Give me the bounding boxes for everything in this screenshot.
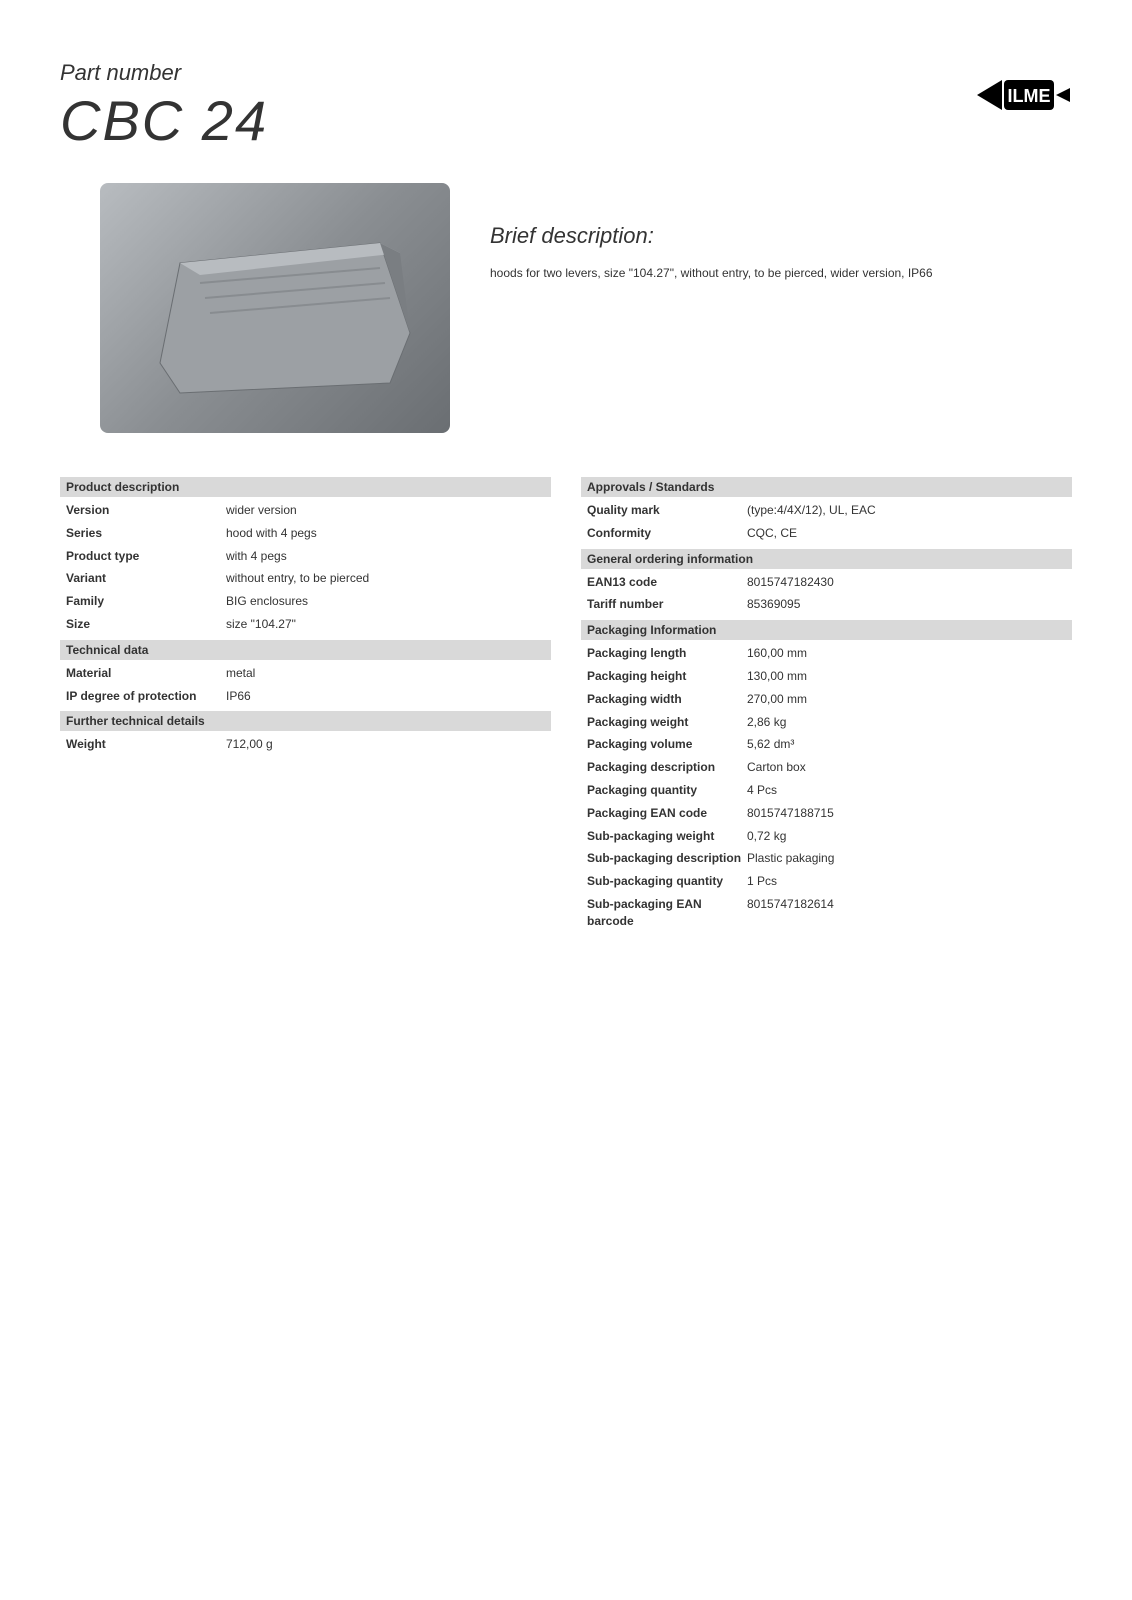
data-label: Quality mark: [587, 502, 747, 519]
enclosure-image-icon: [100, 183, 450, 433]
data-row: Variantwithout entry, to be pierced: [60, 567, 551, 590]
data-label: Packaging height: [587, 668, 747, 685]
company-logo: ILME: [972, 70, 1072, 125]
part-number-label: Part number: [60, 60, 268, 86]
data-row: Sub-packaging descriptionPlastic pakagin…: [581, 847, 1072, 870]
data-value: metal: [226, 665, 545, 682]
data-row: FamilyBIG enclosures: [60, 590, 551, 613]
data-value: without entry, to be pierced: [226, 570, 545, 587]
data-value: IP66: [226, 688, 545, 705]
section-header: General ordering information: [581, 549, 1072, 569]
data-row: Quality mark(type:4/4X/12), UL, EAC: [581, 499, 1072, 522]
data-row: IP degree of protectionIP66: [60, 685, 551, 708]
data-label: Conformity: [587, 525, 747, 542]
data-value: 5,62 dm³: [747, 736, 1066, 753]
data-value: size "104.27": [226, 616, 545, 633]
data-label: Packaging EAN code: [587, 805, 747, 822]
data-row: Materialmetal: [60, 662, 551, 685]
data-value: 8015747182430: [747, 574, 1066, 591]
data-value: wider version: [226, 502, 545, 519]
section-header: Approvals / Standards: [581, 477, 1072, 497]
data-value: 8015747188715: [747, 805, 1066, 822]
data-value: CQC, CE: [747, 525, 1066, 542]
page-header: Part number CBC 24 ILME: [60, 60, 1072, 153]
section-header: Technical data: [60, 640, 551, 660]
brief-text: hoods for two levers, size "104.27", wit…: [490, 264, 1072, 282]
data-label: IP degree of protection: [66, 688, 226, 705]
data-label: Packaging length: [587, 645, 747, 662]
data-value: 2,86 kg: [747, 714, 1066, 731]
data-row: Packaging weight2,86 kg: [581, 711, 1072, 734]
data-value: 270,00 mm: [747, 691, 1066, 708]
data-value: (type:4/4X/12), UL, EAC: [747, 502, 1066, 519]
content-row: Brief description: hoods for two levers,…: [60, 183, 1072, 433]
data-row: Sub-packaging weight0,72 kg: [581, 825, 1072, 848]
data-label: Packaging description: [587, 759, 747, 776]
data-value: 1 Pcs: [747, 873, 1066, 890]
svg-text:ILME: ILME: [1008, 86, 1051, 106]
data-label: Weight: [66, 736, 226, 753]
data-value: hood with 4 pegs: [226, 525, 545, 542]
data-value: 8015747182614: [747, 896, 1066, 930]
data-label: Size: [66, 616, 226, 633]
data-label: Variant: [66, 570, 226, 587]
data-label: Sub-packaging description: [587, 850, 747, 867]
data-row: Versionwider version: [60, 499, 551, 522]
section-header: Further technical details: [60, 711, 551, 731]
data-row: Product typewith 4 pegs: [60, 545, 551, 568]
data-label: Sub-packaging EAN barcode: [587, 896, 747, 930]
right-data-column: Approvals / StandardsQuality mark(type:4…: [581, 473, 1072, 933]
data-label: EAN13 code: [587, 574, 747, 591]
part-number-value: CBC 24: [60, 88, 268, 153]
data-row: Sub-packaging quantity1 Pcs: [581, 870, 1072, 893]
data-row: Packaging EAN code8015747188715: [581, 802, 1072, 825]
data-value: BIG enclosures: [226, 593, 545, 610]
data-value: Carton box: [747, 759, 1066, 776]
data-row: Sizesize "104.27": [60, 613, 551, 636]
data-value: Plastic pakaging: [747, 850, 1066, 867]
data-value: with 4 pegs: [226, 548, 545, 565]
product-image: [100, 183, 450, 433]
data-label: Packaging width: [587, 691, 747, 708]
data-label: Packaging volume: [587, 736, 747, 753]
data-value: 85369095: [747, 596, 1066, 613]
data-row: Weight712,00 g: [60, 733, 551, 756]
title-block: Part number CBC 24: [60, 60, 268, 153]
left-data-column: Product descriptionVersionwider versionS…: [60, 473, 551, 933]
section-header: Product description: [60, 477, 551, 497]
data-label: Product type: [66, 548, 226, 565]
data-value: 0,72 kg: [747, 828, 1066, 845]
data-label: Sub-packaging weight: [587, 828, 747, 845]
data-row: Sub-packaging EAN barcode8015747182614: [581, 893, 1072, 933]
data-label: Material: [66, 665, 226, 682]
data-row: ConformityCQC, CE: [581, 522, 1072, 545]
brief-block: Brief description: hoods for two levers,…: [490, 183, 1072, 433]
ilme-logo-icon: ILME: [972, 70, 1072, 120]
data-columns: Product descriptionVersionwider versionS…: [60, 473, 1072, 933]
data-row: Serieshood with 4 pegs: [60, 522, 551, 545]
data-value: 4 Pcs: [747, 782, 1066, 799]
data-value: 160,00 mm: [747, 645, 1066, 662]
data-row: Packaging quantity4 Pcs: [581, 779, 1072, 802]
data-row: Packaging length160,00 mm: [581, 642, 1072, 665]
data-label: Version: [66, 502, 226, 519]
data-row: Packaging width270,00 mm: [581, 688, 1072, 711]
data-label: Sub-packaging quantity: [587, 873, 747, 890]
data-row: Packaging descriptionCarton box: [581, 756, 1072, 779]
brief-title: Brief description:: [490, 223, 1072, 249]
data-row: Packaging volume5,62 dm³: [581, 733, 1072, 756]
data-row: Tariff number85369095: [581, 593, 1072, 616]
data-row: Packaging height130,00 mm: [581, 665, 1072, 688]
data-label: Series: [66, 525, 226, 542]
data-label: Family: [66, 593, 226, 610]
data-row: EAN13 code8015747182430: [581, 571, 1072, 594]
data-value: 712,00 g: [226, 736, 545, 753]
section-header: Packaging Information: [581, 620, 1072, 640]
data-label: Packaging weight: [587, 714, 747, 731]
data-label: Tariff number: [587, 596, 747, 613]
data-label: Packaging quantity: [587, 782, 747, 799]
data-value: 130,00 mm: [747, 668, 1066, 685]
